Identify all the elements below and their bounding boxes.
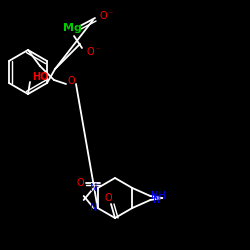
Text: HO: HO — [32, 72, 48, 82]
Text: O: O — [99, 11, 107, 21]
Text: Mg: Mg — [62, 23, 82, 33]
Text: O: O — [86, 47, 94, 57]
Text: NH: NH — [151, 191, 166, 201]
Text: N: N — [90, 183, 97, 193]
Text: ⁻: ⁻ — [109, 10, 113, 18]
Text: ⁻: ⁻ — [96, 46, 100, 54]
Text: O: O — [76, 178, 84, 188]
Text: O: O — [104, 193, 112, 203]
Text: N: N — [90, 203, 97, 213]
Text: N: N — [153, 195, 160, 205]
Text: O: O — [67, 76, 75, 86]
